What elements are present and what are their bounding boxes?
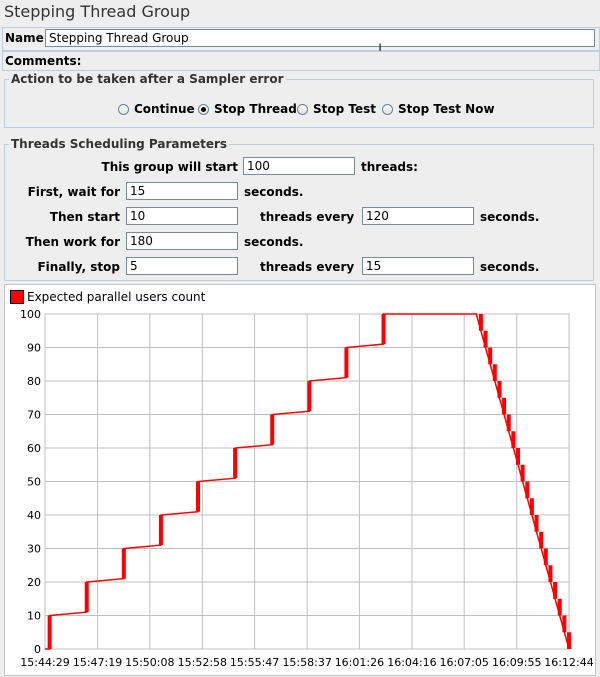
stop-seconds-label: seconds. bbox=[480, 260, 540, 274]
step-marker bbox=[158, 515, 163, 546]
step-marker bbox=[562, 615, 567, 633]
expected-users-chart: Expected parallel users count 0 10 20 30 40 5… bbox=[4, 284, 596, 676]
step-marker bbox=[497, 381, 502, 398]
stop-threads-every-label: threads every bbox=[260, 260, 355, 274]
y-tick-label: 50 bbox=[27, 476, 41, 489]
step-marker bbox=[478, 314, 483, 331]
y-tick-label: 10 bbox=[27, 610, 41, 623]
x-tick-label: 16:07:05 bbox=[439, 656, 488, 669]
step-marker bbox=[488, 347, 493, 365]
then-start-every-field[interactable] bbox=[362, 207, 474, 225]
name-label: Name: bbox=[5, 31, 49, 45]
step-marker bbox=[483, 330, 488, 348]
page-title: Stepping Thread Group bbox=[4, 2, 191, 21]
step-marker bbox=[84, 582, 89, 613]
step-marker bbox=[515, 448, 520, 465]
name-field[interactable] bbox=[45, 29, 595, 47]
radio-stop-test[interactable]: Stop Test bbox=[297, 102, 376, 116]
x-tick-label: 16:12:44 bbox=[544, 656, 593, 669]
y-tick-label: 100 bbox=[20, 308, 41, 321]
x-tick-label: 16:09:55 bbox=[492, 656, 541, 669]
step-marker bbox=[529, 498, 534, 515]
x-tick-label: 16:04:16 bbox=[387, 656, 436, 669]
step-marker bbox=[553, 582, 558, 599]
then-seconds-label: seconds. bbox=[480, 210, 540, 224]
step-marker bbox=[525, 481, 530, 499]
wait-field[interactable] bbox=[126, 182, 238, 200]
step-marker bbox=[539, 531, 544, 549]
x-tick-label: 15:44:29 bbox=[20, 656, 69, 669]
stop-label: Finally, stop bbox=[37, 260, 120, 274]
text-cursor-icon: I bbox=[378, 42, 383, 58]
y-tick-label: 40 bbox=[27, 509, 41, 522]
radio-continue[interactable]: Continue bbox=[118, 102, 195, 116]
step-marker bbox=[548, 565, 553, 582]
scheduling-parameters-group: Threads Scheduling Parameters bbox=[4, 137, 594, 281]
radio-stop-thread[interactable]: Stop Thread bbox=[198, 102, 297, 116]
start-label: This group will start bbox=[101, 160, 238, 174]
x-tick-label: 15:50:08 bbox=[125, 656, 174, 669]
step-marker bbox=[233, 448, 238, 479]
y-tick-label: 0 bbox=[34, 643, 41, 656]
scheduling-legend: Threads Scheduling Parameters bbox=[11, 137, 228, 151]
radio-button-icon[interactable] bbox=[382, 103, 393, 115]
wait-seconds-label: seconds. bbox=[244, 185, 304, 199]
step-marker bbox=[270, 414, 275, 445]
step-marker bbox=[506, 414, 511, 432]
threads-suffix: threads: bbox=[361, 160, 418, 174]
comments-row: Comments: bbox=[2, 51, 600, 71]
step-marker bbox=[502, 397, 507, 415]
threads-every-label: threads every bbox=[260, 210, 355, 224]
y-tick-label: 80 bbox=[27, 375, 41, 388]
y-tick-label: 60 bbox=[27, 442, 41, 455]
legend-label: Expected parallel users count bbox=[27, 290, 206, 304]
y-tick-label: 30 bbox=[27, 543, 41, 556]
radio-button-selected-icon[interactable] bbox=[198, 103, 209, 115]
step-marker bbox=[47, 615, 52, 649]
y-tick-label: 70 bbox=[27, 409, 41, 422]
work-label: Then work for bbox=[25, 235, 120, 249]
step-marker bbox=[344, 347, 349, 378]
x-tick-label: 15:55:47 bbox=[230, 656, 279, 669]
stop-field[interactable] bbox=[126, 257, 238, 275]
radio-continue-label: Continue bbox=[134, 102, 195, 116]
radio-stop-test-label: Stop Test bbox=[313, 102, 376, 116]
y-tick-label: 90 bbox=[27, 342, 41, 355]
step-marker bbox=[307, 381, 312, 412]
x-tick-label: 15:52:58 bbox=[178, 656, 227, 669]
step-marker bbox=[557, 598, 562, 616]
radio-stop-test-now[interactable]: Stop Test Now bbox=[382, 102, 495, 116]
sampler-error-legend: Action to be taken after a Sampler error bbox=[11, 72, 284, 86]
then-start-label: Then start bbox=[49, 210, 120, 224]
step-marker bbox=[520, 464, 525, 482]
y-tick-label: 20 bbox=[27, 576, 41, 589]
step-marker bbox=[511, 431, 516, 448]
name-row: Name: bbox=[2, 27, 600, 51]
step-marker bbox=[381, 314, 386, 345]
work-field[interactable] bbox=[126, 232, 238, 250]
radio-stop-test-now-label: Stop Test Now bbox=[398, 102, 495, 116]
legend-swatch bbox=[10, 290, 24, 304]
start-threads-field[interactable] bbox=[243, 157, 355, 175]
step-marker bbox=[543, 548, 548, 566]
x-tick-label: 15:47:19 bbox=[73, 656, 122, 669]
comments-label: Comments: bbox=[5, 54, 82, 68]
series-line bbox=[45, 313, 570, 650]
step-marker bbox=[121, 548, 126, 579]
step-marker bbox=[534, 515, 539, 532]
work-seconds-label: seconds. bbox=[244, 235, 304, 249]
radio-button-icon[interactable] bbox=[118, 103, 129, 115]
stop-every-field[interactable] bbox=[362, 257, 474, 275]
step-marker bbox=[567, 632, 571, 649]
radio-stop-thread-label: Stop Thread bbox=[214, 102, 297, 116]
step-marker bbox=[492, 364, 497, 381]
sampler-error-action-group: Action to be taken after a Sampler error bbox=[4, 72, 594, 128]
radio-button-icon[interactable] bbox=[297, 103, 308, 115]
wait-label: First, wait for bbox=[27, 185, 120, 199]
then-start-field[interactable] bbox=[126, 207, 238, 225]
step-marker bbox=[196, 481, 201, 512]
x-tick-label: 15:58:37 bbox=[282, 656, 331, 669]
x-tick-label: 16:01:26 bbox=[335, 656, 384, 669]
